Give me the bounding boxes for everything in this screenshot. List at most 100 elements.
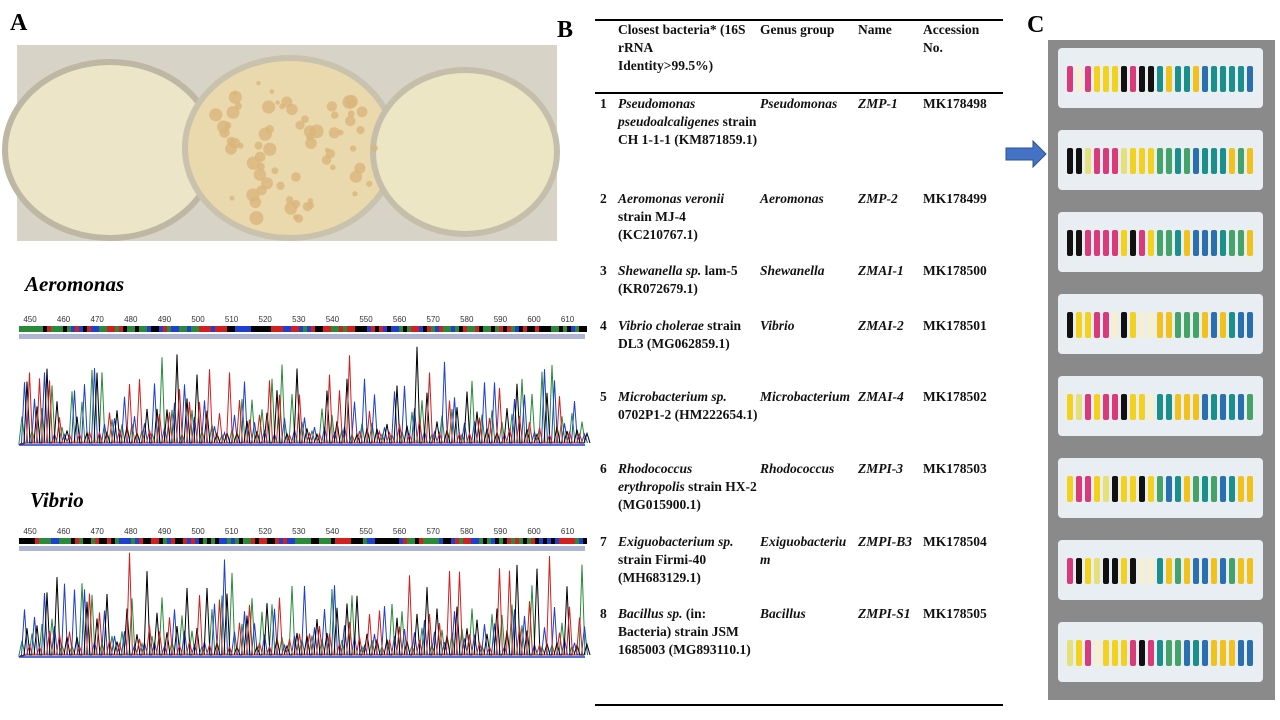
base-call [535, 326, 539, 332]
well [1229, 394, 1235, 420]
accession-number: MK178505 [923, 606, 987, 621]
base-call [523, 538, 527, 544]
base-call [339, 326, 343, 332]
base-call [543, 326, 547, 332]
base-call [431, 538, 435, 544]
colony [279, 103, 286, 110]
position-label: 610 [561, 527, 575, 536]
base-call [579, 326, 583, 332]
base-call [315, 538, 319, 544]
position-label: 510 [225, 315, 239, 324]
well [1139, 394, 1145, 420]
trace [18, 355, 583, 446]
plate [370, 67, 560, 237]
base-call [415, 326, 419, 332]
row-number: 7 [600, 533, 607, 551]
well [1094, 394, 1100, 420]
isolate-name: ZMPI-3 [858, 461, 903, 476]
base-call [579, 538, 583, 544]
base-call [71, 326, 75, 332]
base-call [515, 538, 519, 544]
base-call [491, 538, 495, 544]
base-call [363, 538, 367, 544]
trace [18, 559, 588, 658]
colony [269, 89, 275, 94]
accession: MK178501 [923, 317, 1003, 335]
well [1175, 640, 1181, 666]
well [1247, 558, 1253, 584]
table-rule [595, 19, 1003, 21]
well [1247, 640, 1253, 666]
base-call [219, 326, 223, 332]
base-call [311, 538, 315, 544]
well [1103, 640, 1109, 666]
base-call [39, 326, 43, 332]
base-call [351, 326, 355, 332]
species: Aeromonas veronii strain MJ-4 (KC210767.… [618, 190, 758, 244]
well [1139, 640, 1145, 666]
well [1094, 640, 1100, 666]
base-call [87, 326, 91, 332]
species: Rhodococcus erythropolis strain HX-2 (MG… [618, 460, 758, 514]
well [1139, 558, 1145, 584]
accession: MK178505 [923, 605, 1003, 623]
colony [350, 145, 357, 152]
row-number: 6 [600, 460, 607, 478]
base-call [231, 326, 235, 332]
base-call [399, 326, 403, 332]
base-call [99, 538, 103, 544]
base-call [555, 538, 559, 544]
chromatogram-title: Aeromonas [25, 272, 125, 296]
genus-name: Exiguobacterium [760, 534, 847, 567]
colony [253, 168, 267, 181]
base-call [495, 326, 499, 332]
well [1076, 66, 1082, 92]
position-label: 460 [57, 527, 71, 536]
well [1202, 148, 1208, 174]
row-number: 4 [600, 317, 607, 335]
base-call [147, 538, 151, 544]
row-number: 8 [600, 606, 607, 621]
base-call [255, 538, 259, 544]
base-call [107, 538, 111, 544]
position-label: 460 [57, 315, 71, 324]
base-call [455, 326, 459, 332]
base-call [207, 326, 211, 332]
well [1103, 230, 1109, 256]
species-name: Vibrio cholerae [618, 318, 704, 333]
well [1103, 558, 1109, 584]
name: ZMAI-2 [858, 317, 916, 335]
base-call [391, 326, 395, 332]
well [1211, 66, 1217, 92]
base-call [507, 326, 511, 332]
well [1094, 148, 1100, 174]
base-call [167, 538, 171, 544]
accession: MK178500 [923, 262, 1003, 280]
base-call [119, 538, 123, 544]
well [1085, 640, 1091, 666]
base-call [103, 326, 107, 332]
colony [307, 201, 315, 209]
well [1094, 558, 1100, 584]
position-label: 580 [460, 315, 474, 324]
well [1202, 640, 1208, 666]
base-call [379, 538, 383, 544]
base-call [515, 326, 519, 332]
base-call [439, 326, 443, 332]
well [1085, 558, 1091, 584]
well [1220, 558, 1226, 584]
genus: Pseudomonas [760, 95, 854, 113]
well [1193, 394, 1199, 420]
base-call [159, 538, 163, 544]
colony [225, 143, 237, 155]
genus-name: Rhodococcus [760, 461, 835, 476]
well [1166, 558, 1172, 584]
well [1184, 558, 1190, 584]
base-call [311, 326, 315, 332]
well [1085, 148, 1091, 174]
base-call [335, 326, 339, 332]
base-call [563, 326, 567, 332]
base-call [411, 326, 415, 332]
well [1166, 230, 1172, 256]
trace [18, 564, 591, 658]
